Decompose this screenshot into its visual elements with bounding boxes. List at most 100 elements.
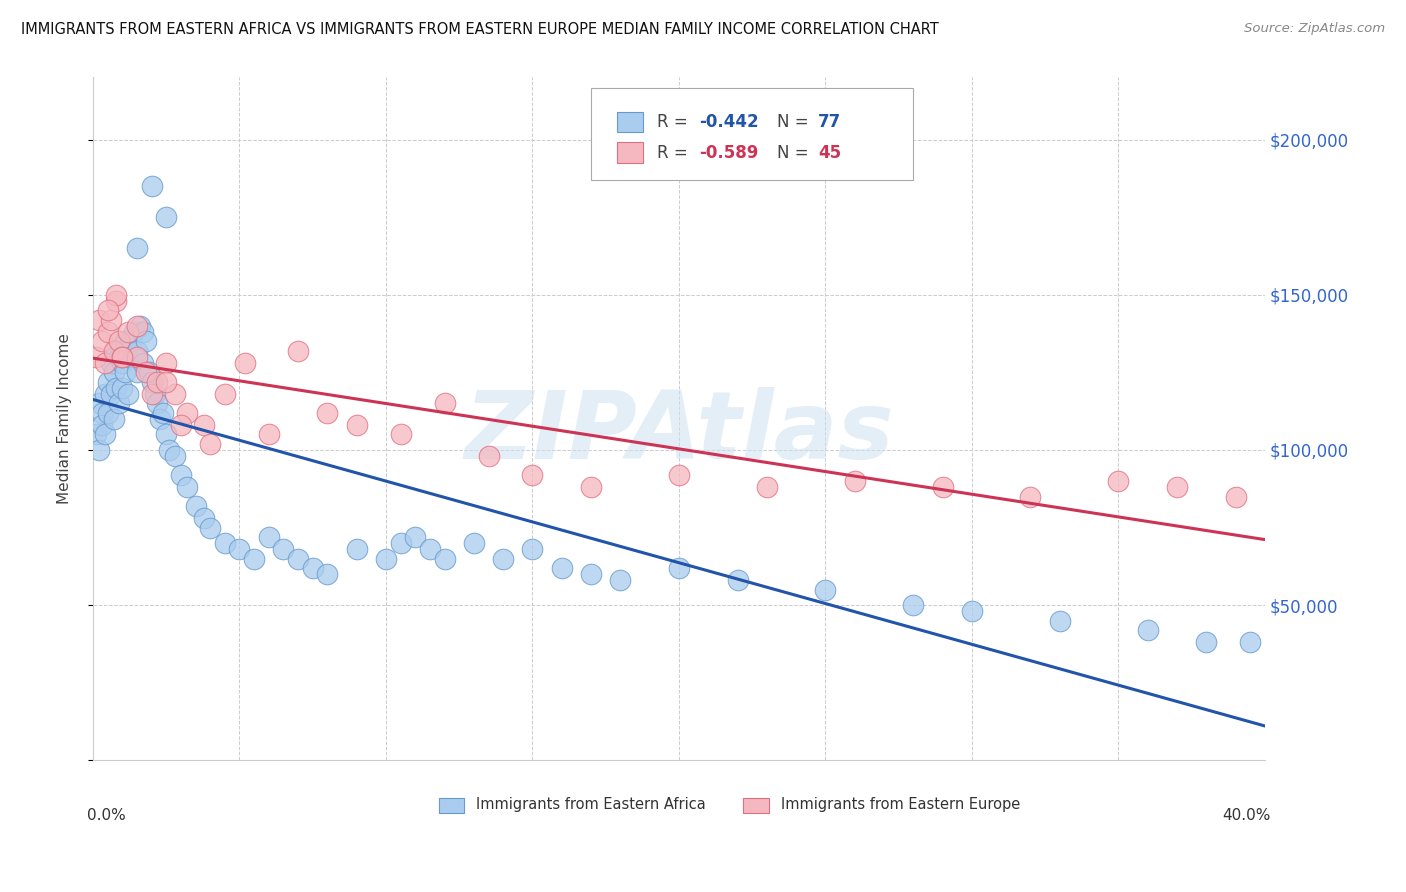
Point — [100, 356, 122, 370]
Point — [90, 418, 112, 433]
Point — [163, 387, 186, 401]
Point — [522, 542, 544, 557]
Point — [193, 511, 215, 525]
Point — [97, 325, 120, 339]
Point — [125, 318, 148, 333]
Point — [477, 449, 499, 463]
Point — [214, 387, 236, 401]
Point — [727, 574, 749, 588]
Point — [103, 343, 125, 358]
Point — [125, 343, 148, 358]
Point — [117, 387, 139, 401]
Text: R =: R = — [657, 112, 693, 131]
Point — [97, 303, 120, 318]
Point — [170, 467, 193, 482]
Point — [100, 387, 122, 401]
Point — [419, 542, 441, 557]
Bar — [744, 798, 769, 813]
Point — [155, 375, 177, 389]
Text: 40.0%: 40.0% — [1222, 808, 1271, 823]
Point — [157, 442, 180, 457]
Point — [114, 365, 136, 379]
Point — [90, 334, 112, 349]
Point — [346, 418, 368, 433]
Point — [389, 536, 412, 550]
Point — [114, 334, 136, 349]
Point — [176, 480, 198, 494]
Text: N =: N = — [778, 144, 814, 161]
Text: 77: 77 — [818, 112, 842, 131]
FancyBboxPatch shape — [591, 87, 914, 180]
Bar — [617, 143, 643, 163]
Text: -0.442: -0.442 — [699, 112, 758, 131]
Point — [93, 387, 115, 401]
Point — [84, 427, 107, 442]
Point — [132, 325, 155, 339]
Point — [103, 365, 125, 379]
Y-axis label: Median Family Income: Median Family Income — [58, 334, 72, 504]
Point — [155, 356, 177, 370]
Point — [111, 350, 134, 364]
Bar — [439, 798, 464, 813]
Point — [814, 582, 837, 597]
Point — [84, 350, 107, 364]
Point — [141, 375, 163, 389]
Point — [257, 530, 280, 544]
Point — [111, 381, 134, 395]
Point — [193, 418, 215, 433]
Point — [125, 365, 148, 379]
Text: ZIPAtlas: ZIPAtlas — [464, 386, 894, 479]
Point — [228, 542, 250, 557]
Text: IMMIGRANTS FROM EASTERN AFRICA VS IMMIGRANTS FROM EASTERN EUROPE MEDIAN FAMILY I: IMMIGRANTS FROM EASTERN AFRICA VS IMMIGR… — [21, 22, 939, 37]
Point — [522, 467, 544, 482]
Point — [105, 287, 128, 301]
Point — [579, 567, 602, 582]
Point — [149, 412, 172, 426]
Point — [198, 520, 221, 534]
Point — [120, 334, 142, 349]
Point — [105, 381, 128, 395]
Point — [1136, 623, 1159, 637]
Point — [960, 604, 983, 618]
Point — [1049, 614, 1071, 628]
Point — [87, 442, 110, 457]
Point — [1019, 490, 1042, 504]
Point — [316, 406, 339, 420]
Point — [155, 210, 177, 224]
Point — [389, 427, 412, 442]
Point — [235, 356, 257, 370]
Point — [273, 542, 295, 557]
Point — [1195, 635, 1218, 649]
Text: R =: R = — [657, 144, 693, 161]
Point — [433, 396, 456, 410]
Point — [755, 480, 778, 494]
Point — [108, 334, 131, 349]
Point — [135, 365, 157, 379]
Point — [97, 375, 120, 389]
Point — [108, 350, 131, 364]
Text: Immigrants from Eastern Europe: Immigrants from Eastern Europe — [780, 797, 1021, 813]
Point — [100, 312, 122, 326]
Point — [668, 561, 690, 575]
Point — [135, 334, 157, 349]
Point — [1239, 635, 1261, 649]
Point — [93, 356, 115, 370]
Point — [122, 325, 145, 339]
Point — [184, 499, 207, 513]
Point — [105, 293, 128, 308]
Point — [146, 396, 169, 410]
Point — [463, 536, 485, 550]
Text: Source: ZipAtlas.com: Source: ZipAtlas.com — [1244, 22, 1385, 36]
Point — [141, 179, 163, 194]
Point — [87, 396, 110, 410]
Point — [1107, 474, 1129, 488]
Point — [668, 467, 690, 482]
Text: 45: 45 — [818, 144, 842, 161]
Point — [108, 396, 131, 410]
Point — [125, 350, 148, 364]
Point — [105, 343, 128, 358]
Point — [128, 318, 150, 333]
Point — [1225, 490, 1247, 504]
Point — [609, 574, 631, 588]
Point — [163, 449, 186, 463]
